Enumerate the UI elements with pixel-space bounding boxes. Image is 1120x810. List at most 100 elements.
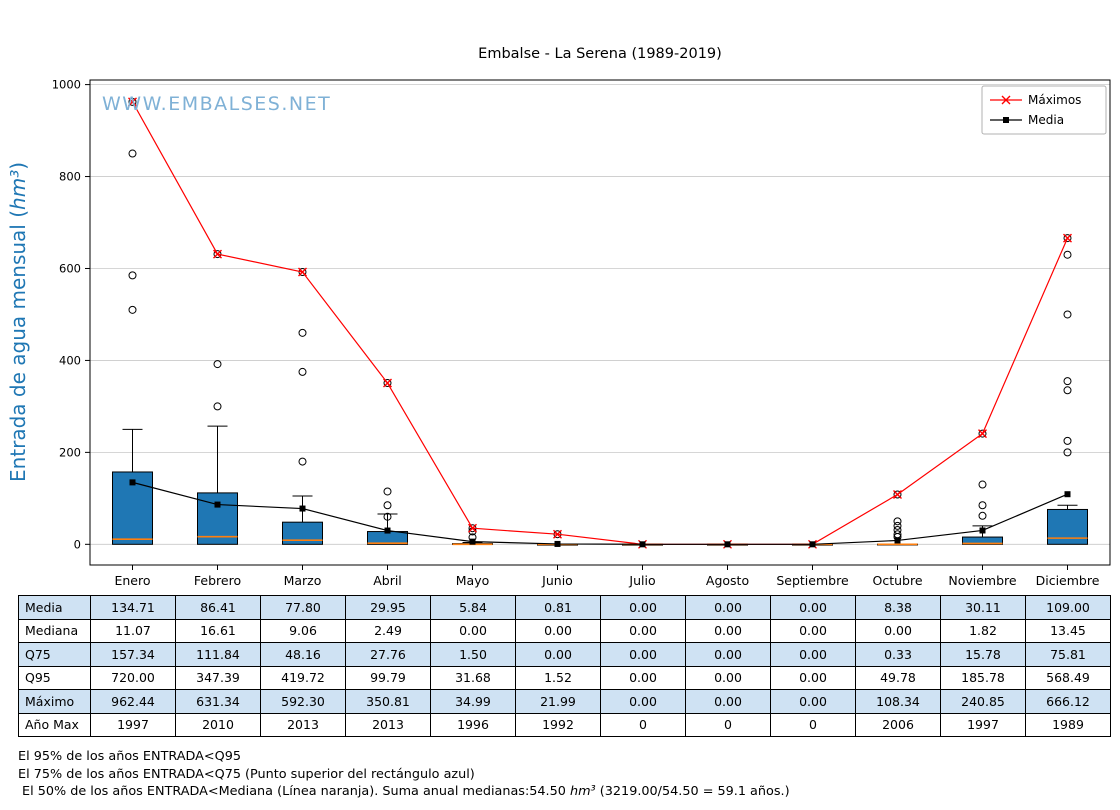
table-cell: 34.99 xyxy=(430,689,516,714)
y-tick-label: 600 xyxy=(59,261,81,275)
table-cell: 0.00 xyxy=(600,595,686,620)
outlier-marker xyxy=(298,328,307,337)
table-cell: 0.00 xyxy=(685,618,771,643)
x-tick-label: Mayo xyxy=(456,573,490,588)
table-cell: 99.79 xyxy=(345,665,431,690)
outlier-marker xyxy=(383,501,392,510)
outlier-marker xyxy=(1063,386,1072,395)
outlier-marker xyxy=(978,511,987,520)
footnotes: El 95% de los años ENTRADA<Q95 El 75% de… xyxy=(18,748,790,801)
square-marker xyxy=(724,541,731,548)
outlier-marker xyxy=(298,367,307,376)
table-cell: 1997 xyxy=(940,712,1026,737)
outlier-marker xyxy=(978,429,987,438)
x-ticks: Enero Febrero Marzo Abril Mayo Junio Julio Agos… xyxy=(114,565,1100,588)
square-marker xyxy=(894,537,901,544)
outlier-marker xyxy=(298,268,307,277)
table-cell: 0.00 xyxy=(685,689,771,714)
stats-table-body: Media 134.71 86.41 77.80 29.95 5.84 0.81 0.00 0.… xyxy=(18,595,1111,737)
x-tick-label: Enero xyxy=(114,573,150,588)
x-tick-label: Julio xyxy=(628,573,655,588)
table-cell: 1996 xyxy=(430,712,516,737)
outlier-marker xyxy=(1063,448,1072,457)
table-cell: 30.11 xyxy=(940,595,1026,620)
y-tick-label: 200 xyxy=(59,445,81,459)
table-cell: 0.00 xyxy=(600,618,686,643)
table-row-5: Año Max 1997 2010 2013 2013 1996 1992 0 0 0 2006 19… xyxy=(18,712,1111,737)
square-marker xyxy=(979,527,986,534)
table-cell: 49.78 xyxy=(855,665,941,690)
x-marker xyxy=(128,97,137,107)
x-marker xyxy=(553,529,562,539)
square-marker xyxy=(129,479,136,486)
table-cell: 0 xyxy=(770,712,856,737)
outlier-marker xyxy=(213,402,222,411)
square-marker xyxy=(639,541,646,548)
note-q95: El 95% de los años ENTRADA<Q95 xyxy=(18,749,241,764)
table-cell: 27.76 xyxy=(345,642,431,667)
outlier-marker xyxy=(128,97,137,106)
outlier-marker xyxy=(893,521,902,530)
table-cell: 2006 xyxy=(855,712,941,737)
box-10 xyxy=(962,536,1003,545)
table-cell: 185.78 xyxy=(940,665,1026,690)
table-cell: 1989 xyxy=(1025,712,1111,737)
outlier-marker xyxy=(1063,234,1072,243)
chart-title: Embalse - La Serena (1989-2019) xyxy=(478,46,722,62)
x-marker xyxy=(893,490,902,500)
x-tick-label: Junio xyxy=(541,573,573,588)
row-label: Año Max xyxy=(18,712,91,737)
x-tick-label: Octubre xyxy=(872,573,922,588)
table-cell: 0.00 xyxy=(685,642,771,667)
outlier-marker xyxy=(128,305,137,314)
outlier-marker xyxy=(1063,436,1072,445)
outlier-marker xyxy=(213,360,222,369)
table-cell: 77.80 xyxy=(260,595,346,620)
table-cell: 29.95 xyxy=(345,595,431,620)
square-marker xyxy=(1064,491,1071,498)
table-cell: 2.49 xyxy=(345,618,431,643)
outlier-marker xyxy=(383,512,392,521)
x-tick-label: Diciembre xyxy=(1036,573,1100,588)
outlier-marker xyxy=(298,457,307,466)
row-label: Q95 xyxy=(18,665,91,690)
table-cell: 1.50 xyxy=(430,642,516,667)
x-tick-label: Septiembre xyxy=(776,573,849,588)
table-cell: 347.39 xyxy=(175,665,261,690)
table-cell: 962.44 xyxy=(90,689,176,714)
outlier-marker xyxy=(383,379,392,388)
table-cell: 86.41 xyxy=(175,595,261,620)
table-cell: 0.81 xyxy=(515,595,601,620)
outlier-marker xyxy=(978,480,987,489)
x-marker xyxy=(1063,233,1072,243)
outlier-marker xyxy=(128,149,137,158)
boxplots xyxy=(112,97,1088,546)
square-marker xyxy=(214,501,221,508)
row-label: Máximo xyxy=(18,689,91,714)
outlier-marker xyxy=(213,250,222,259)
table-cell: 134.71 xyxy=(90,595,176,620)
watermark: WWW.EMBALSES.NET xyxy=(102,93,331,115)
legend-square-marker xyxy=(1003,117,1009,123)
y-grid-and-ticks: 0 200 400 600 800 1000 xyxy=(52,78,1110,551)
outlier-marker xyxy=(1063,377,1072,386)
note-q75: El 75% de los años ENTRADA<Q75 (Punto su… xyxy=(18,766,475,782)
table-cell: 109.00 xyxy=(1025,595,1111,620)
table-row-0: Media 134.71 86.41 77.80 29.95 5.84 0.81 0.00 0.… xyxy=(18,595,1111,620)
y-tick-label: 0 xyxy=(74,537,81,551)
outlier-marker xyxy=(1063,250,1072,259)
chart-canvas: 0 200 400 600 800 1000 Enero Febrero Marzo Abril M… xyxy=(52,78,1111,588)
y-tick-label: 400 xyxy=(59,353,81,367)
table-cell: 0.00 xyxy=(685,595,771,620)
outlier-marker xyxy=(893,517,902,526)
x-tick-label: Noviembre xyxy=(948,573,1017,588)
table-row-2: Q75 157.34 111.84 48.16 27.76 1.50 0.00 0.00 0.0… xyxy=(18,642,1111,667)
table-cell: 31.68 xyxy=(430,665,516,690)
table-cell: 15.78 xyxy=(940,642,1026,667)
series-media xyxy=(129,479,1071,548)
note-mediana-unit: hm³ xyxy=(569,784,596,800)
table-cell: 11.07 xyxy=(90,618,176,643)
square-marker xyxy=(384,527,391,534)
table-cell: 0.00 xyxy=(600,665,686,690)
